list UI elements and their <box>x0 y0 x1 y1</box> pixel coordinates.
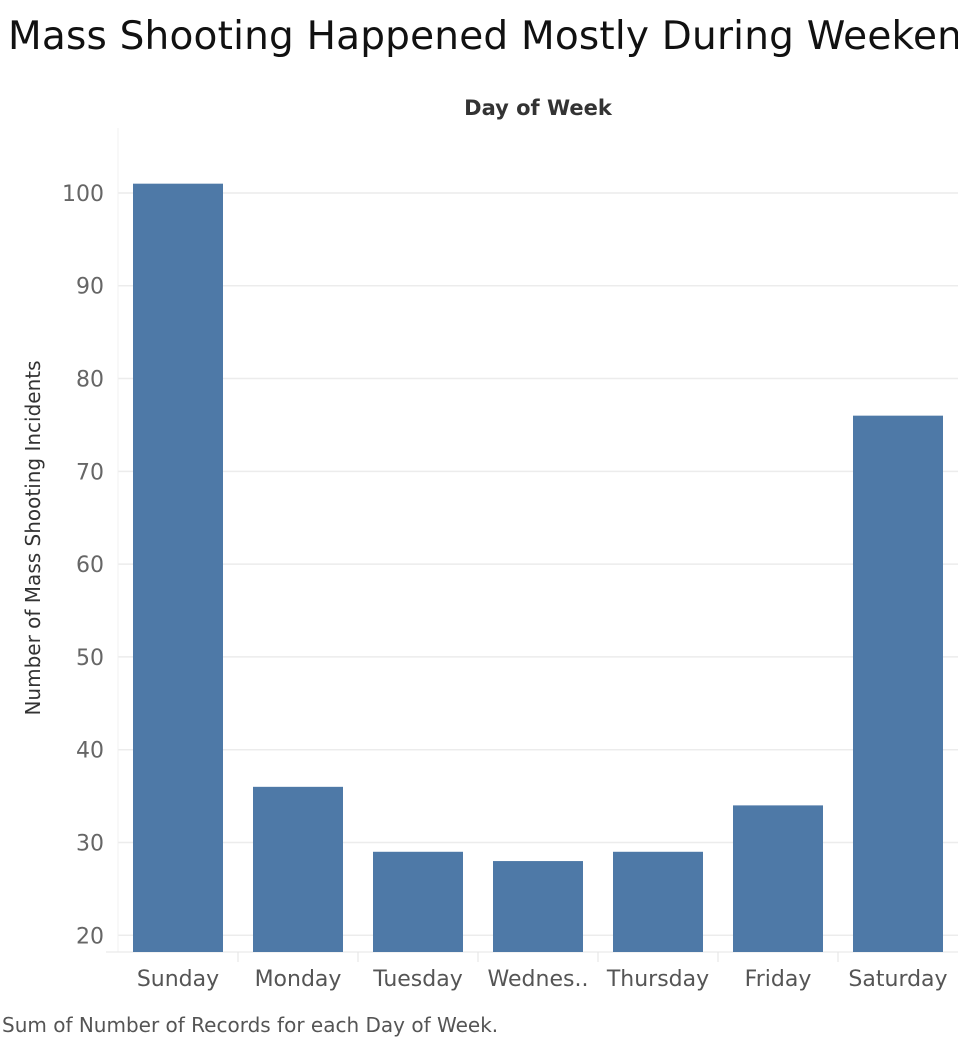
y-tick-label: 30 <box>76 832 104 857</box>
y-tick-label: 40 <box>76 739 104 764</box>
column-header: Day of Week <box>464 96 613 120</box>
y-tick-label: 100 <box>62 182 104 207</box>
bars <box>133 183 943 953</box>
y-tick-label: 80 <box>76 368 104 393</box>
y-axis-title: Number of Mass Shooting Incidents <box>21 360 45 715</box>
x-tick-label: Monday <box>255 967 342 992</box>
bar-wednes <box>493 861 583 952</box>
y-tick-label: 50 <box>76 646 104 671</box>
footer-caption: Sum of Number of Records for each Day of… <box>2 1013 499 1037</box>
x-tick-label: Wednes.. <box>488 967 589 992</box>
y-tick-label: 70 <box>76 460 104 485</box>
y-tick-label: 90 <box>76 275 104 300</box>
gridlines <box>118 192 958 937</box>
axes <box>106 128 958 962</box>
x-tick-label: Saturday <box>848 967 947 992</box>
y-tick-label: 20 <box>76 924 104 949</box>
bar-friday <box>733 805 823 952</box>
bar-tuesday <box>373 851 463 952</box>
x-tick-label: Thursday <box>606 967 709 992</box>
y-tick-label: 60 <box>76 553 104 578</box>
x-tick-label: Friday <box>745 967 812 992</box>
x-tick-label: Sunday <box>137 967 219 992</box>
chart-title: Mass Shooting Happened Mostly During Wee… <box>8 14 958 59</box>
bar-saturday <box>853 415 943 952</box>
axis-labels: 20 30 40 50 60 70 80 90 100 Sunday Monday Tuesday We… <box>62 182 948 992</box>
bar-sunday <box>133 183 223 953</box>
bar-thursday <box>613 851 703 952</box>
x-tick-label: Tuesday <box>372 967 463 992</box>
bar-monday <box>253 786 343 952</box>
